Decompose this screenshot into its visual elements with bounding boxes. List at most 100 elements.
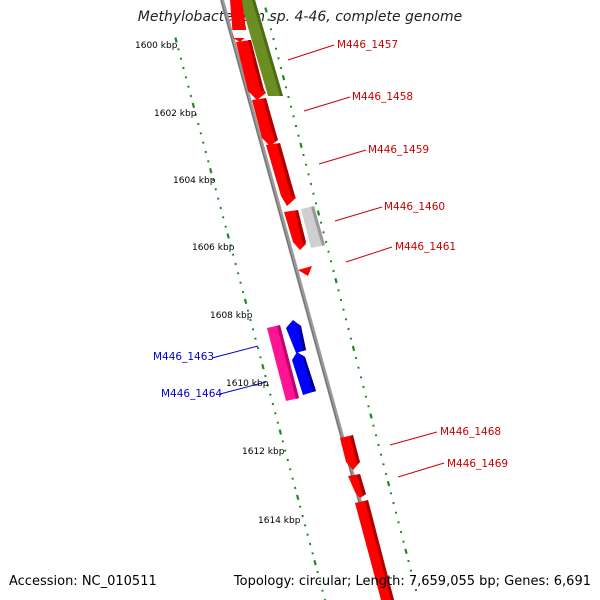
minor-tick: [259, 356, 262, 359]
gene-m446-1468[interactable]: [340, 435, 360, 470]
gene-label[interactable]: M446_1461: [395, 241, 456, 253]
major-tick: [386, 480, 391, 487]
genome-summary-text: Topology: circular; Length: 7,659,055 bp…: [233, 574, 591, 589]
major-tick: [243, 298, 248, 305]
minor-tick: [272, 37, 275, 41]
minor-tick: [246, 309, 250, 312]
major-tick: [295, 494, 300, 501]
gene-m446-1461[interactable]: [298, 266, 312, 276]
gene-m446-1460[interactable]: [284, 210, 306, 250]
minor-tick: [337, 289, 340, 292]
gene-label[interactable]: M446_1460: [384, 201, 445, 213]
minor-tick: [321, 589, 324, 592]
minor-tick: [394, 511, 398, 514]
minor-tick: [349, 337, 353, 340]
minor-tick: [271, 402, 275, 406]
gene-blue-2[interactable]: [292, 352, 316, 395]
gene-label[interactable]: M446_1464: [161, 388, 222, 400]
genome-backbone: [220, 0, 389, 600]
minor-tick: [179, 57, 183, 60]
minor-tick: [292, 115, 295, 118]
minor-tick: [377, 443, 380, 447]
minor-tick: [318, 580, 322, 583]
minor-tick: [286, 458, 289, 462]
minor-tick: [207, 160, 210, 163]
minor-tick: [302, 153, 305, 157]
label-leaders: [211, 44, 445, 478]
minor-tick: [372, 424, 375, 427]
gene-label[interactable]: M446_1457: [337, 39, 398, 51]
gene-labels: M446_1457 M446_1458 M446_1459 M446_1460 …: [153, 39, 508, 470]
major-tick: [174, 37, 178, 43]
minor-tick: [324, 240, 328, 244]
scale-label: 1602 kbp: [154, 109, 197, 119]
minor-tick: [323, 598, 327, 600]
minor-tick: [379, 453, 383, 456]
minor-tick: [297, 134, 300, 137]
minor-tick: [221, 216, 225, 219]
minor-tick: [216, 197, 220, 200]
gene-label[interactable]: M446_1469: [447, 458, 508, 470]
minor-tick: [304, 163, 308, 166]
minor-tick: [367, 405, 370, 408]
major-tick: [369, 413, 373, 419]
minor-tick: [399, 530, 403, 534]
major-tick: [334, 277, 338, 284]
minor-tick: [276, 421, 280, 424]
scale-label: 1608 kbp: [210, 311, 253, 321]
minor-tick: [347, 327, 350, 331]
gene-m446-1457[interactable]: [236, 40, 266, 100]
minor-tick: [342, 308, 345, 311]
minor-tick: [397, 521, 400, 524]
gene-olive[interactable]: [240, 0, 283, 96]
minor-tick: [236, 272, 240, 275]
scale-label: 1614 kbp: [258, 516, 301, 526]
minor-tick: [309, 182, 313, 186]
minor-tick: [389, 492, 393, 495]
gene-label[interactable]: M446_1463: [153, 351, 214, 363]
minor-tick: [307, 173, 310, 176]
gene-gray[interactable]: [301, 206, 325, 248]
accession-text: Accession: NC_010511: [9, 574, 157, 589]
gene-magenta[interactable]: [267, 325, 299, 401]
minor-tick: [357, 366, 360, 369]
minor-tick: [364, 395, 368, 398]
minor-tick: [314, 202, 318, 205]
minor-tick: [229, 244, 232, 247]
minor-tick: [303, 524, 307, 527]
major-tick: [191, 102, 196, 109]
gene-m446-1458[interactable]: [252, 98, 278, 146]
major-tick: [299, 142, 303, 149]
gene-m446-1459[interactable]: [266, 143, 296, 206]
minor-tick: [339, 298, 343, 302]
minor-tick: [197, 122, 200, 126]
minor-tick: [239, 281, 242, 284]
scale-labels: 1600 kbp 1602 kbp 1604 kbp 1606 kbp 1608…: [135, 41, 301, 526]
minor-tick: [306, 533, 309, 536]
minor-tick: [194, 113, 198, 116]
minor-tick: [289, 468, 292, 471]
minor-tick: [412, 579, 415, 582]
minor-tick: [274, 412, 277, 415]
minor-tick: [327, 250, 330, 253]
scale-track-left: [174, 37, 327, 600]
minor-tick: [289, 105, 293, 108]
gene-label[interactable]: M446_1468: [440, 426, 501, 438]
minor-tick: [177, 48, 180, 51]
minor-tick: [287, 95, 290, 99]
gene-label[interactable]: M446_1458: [352, 91, 413, 103]
minor-tick: [407, 559, 410, 563]
minor-tick: [329, 260, 333, 263]
minor-tick: [392, 501, 395, 505]
minor-tick: [414, 588, 418, 592]
gene-red-bottom[interactable]: [355, 500, 394, 600]
minor-tick: [284, 449, 287, 452]
minor-tick: [202, 141, 205, 144]
minor-tick: [182, 66, 185, 70]
gene-label[interactable]: M446_1459: [368, 144, 429, 156]
minor-tick: [214, 188, 217, 191]
major-tick: [226, 233, 230, 239]
minor-tick: [374, 434, 378, 437]
minor-tick: [316, 570, 319, 574]
